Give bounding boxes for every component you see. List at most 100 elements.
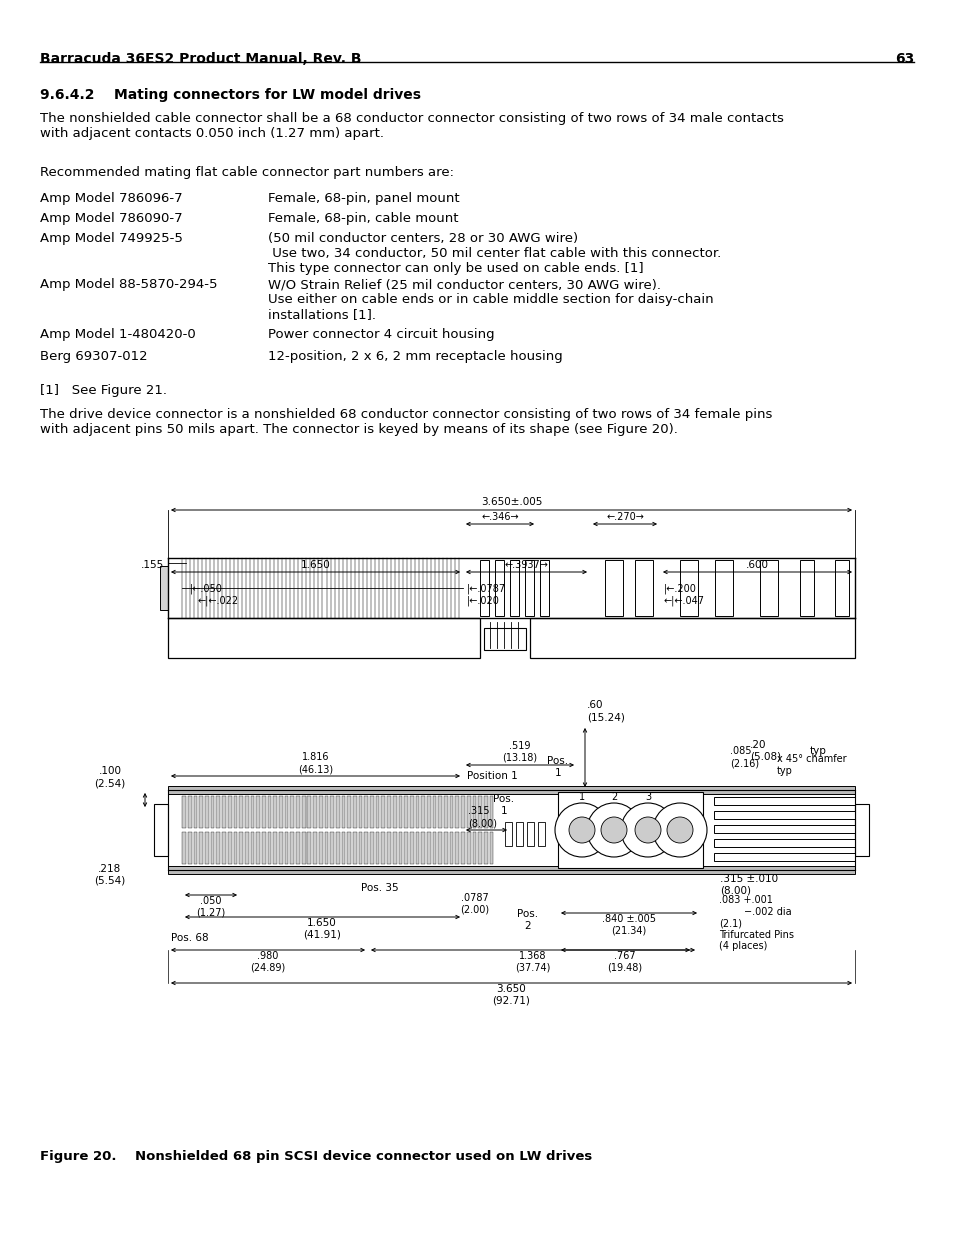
Bar xyxy=(290,832,294,864)
Bar xyxy=(301,797,305,827)
Text: 1.368
(37.74): 1.368 (37.74) xyxy=(515,951,550,973)
Bar xyxy=(228,797,232,827)
Bar xyxy=(324,832,328,864)
Bar xyxy=(393,832,396,864)
Bar xyxy=(268,832,271,864)
Bar xyxy=(268,797,271,827)
Bar xyxy=(438,797,441,827)
Bar xyxy=(604,559,622,616)
Text: ←.346→: ←.346→ xyxy=(480,513,518,522)
Text: Pos.
1: Pos. 1 xyxy=(493,794,514,815)
Bar xyxy=(245,797,249,827)
Text: typ: typ xyxy=(809,746,826,756)
Text: .155: .155 xyxy=(141,559,164,571)
Bar xyxy=(353,797,356,827)
Bar xyxy=(347,832,351,864)
Text: |←.050: |←.050 xyxy=(190,584,223,594)
Bar xyxy=(539,559,548,616)
Bar xyxy=(318,797,322,827)
Text: .767
(19.48): .767 (19.48) xyxy=(607,951,642,973)
Bar xyxy=(516,823,522,846)
Bar xyxy=(387,797,391,827)
Circle shape xyxy=(652,803,706,857)
Text: 2: 2 xyxy=(610,792,617,802)
Bar xyxy=(404,832,408,864)
Text: 3.650
(92.71): 3.650 (92.71) xyxy=(492,984,529,1005)
Bar xyxy=(284,797,288,827)
Text: .085
(2.16): .085 (2.16) xyxy=(729,746,759,768)
Bar xyxy=(199,832,203,864)
Bar xyxy=(193,797,197,827)
Bar xyxy=(381,832,385,864)
Bar xyxy=(760,559,778,616)
Bar xyxy=(160,566,168,610)
Bar xyxy=(460,832,464,864)
Bar xyxy=(483,832,487,864)
Text: ←.3937→: ←.3937→ xyxy=(504,559,548,571)
Bar xyxy=(301,832,305,864)
Bar xyxy=(284,832,288,864)
Bar xyxy=(381,797,385,827)
Bar xyxy=(182,832,186,864)
Bar xyxy=(262,832,265,864)
Bar xyxy=(834,559,848,616)
Bar xyxy=(398,797,402,827)
Bar xyxy=(558,792,702,868)
Bar xyxy=(398,832,402,864)
Bar xyxy=(222,832,226,864)
Circle shape xyxy=(586,803,640,857)
Text: Amp Model 786096-7: Amp Model 786096-7 xyxy=(40,191,182,205)
Bar xyxy=(410,832,414,864)
Bar xyxy=(421,797,425,827)
Bar xyxy=(483,797,487,827)
Text: Berg 69307-012: Berg 69307-012 xyxy=(40,350,148,363)
Text: The drive device connector is a nonshielded 68 conductor connector consisting of: The drive device connector is a nonshiel… xyxy=(40,408,772,436)
Bar xyxy=(466,797,470,827)
Bar xyxy=(489,832,493,864)
Bar xyxy=(256,797,260,827)
Bar xyxy=(295,832,299,864)
Bar xyxy=(205,832,209,864)
Text: .840 ±.005
(21.34): .840 ±.005 (21.34) xyxy=(601,914,656,936)
Bar xyxy=(364,832,368,864)
Bar xyxy=(168,618,479,658)
Bar xyxy=(251,797,254,827)
Circle shape xyxy=(568,818,595,844)
Text: .315 ±.010
(8.00): .315 ±.010 (8.00) xyxy=(720,874,778,895)
Text: Amp Model 749925-5: Amp Model 749925-5 xyxy=(40,232,183,245)
Bar xyxy=(524,559,534,616)
Bar xyxy=(410,797,414,827)
Bar xyxy=(153,804,168,856)
Text: .600: .600 xyxy=(745,559,768,571)
Bar xyxy=(295,797,299,827)
Bar xyxy=(460,797,464,827)
Bar xyxy=(404,797,408,827)
Bar xyxy=(375,797,379,827)
Bar xyxy=(443,832,447,864)
Bar xyxy=(251,832,254,864)
Circle shape xyxy=(666,818,692,844)
Bar xyxy=(239,797,243,827)
Bar xyxy=(504,823,512,846)
Text: W/O Strain Relief (25 mil conductor centers, 30 AWG wire).
Use either on cable e: W/O Strain Relief (25 mil conductor cent… xyxy=(268,278,713,321)
Bar xyxy=(188,832,192,864)
Bar xyxy=(279,797,282,827)
Bar xyxy=(239,832,243,864)
Bar xyxy=(228,832,232,864)
Bar xyxy=(245,832,249,864)
Bar xyxy=(526,823,534,846)
Bar xyxy=(341,832,345,864)
Bar xyxy=(313,797,316,827)
Bar xyxy=(335,832,339,864)
Bar xyxy=(370,832,374,864)
Bar xyxy=(854,804,868,856)
Text: .60
(15.24): .60 (15.24) xyxy=(586,700,624,722)
Text: Pos.
1: Pos. 1 xyxy=(547,756,568,778)
Bar xyxy=(193,832,197,864)
Bar xyxy=(358,797,362,827)
Bar xyxy=(713,825,854,832)
Text: Amp Model 88-5870-294-5: Amp Model 88-5870-294-5 xyxy=(40,278,217,291)
Bar xyxy=(472,797,476,827)
Bar xyxy=(274,832,276,864)
Bar xyxy=(427,797,430,827)
